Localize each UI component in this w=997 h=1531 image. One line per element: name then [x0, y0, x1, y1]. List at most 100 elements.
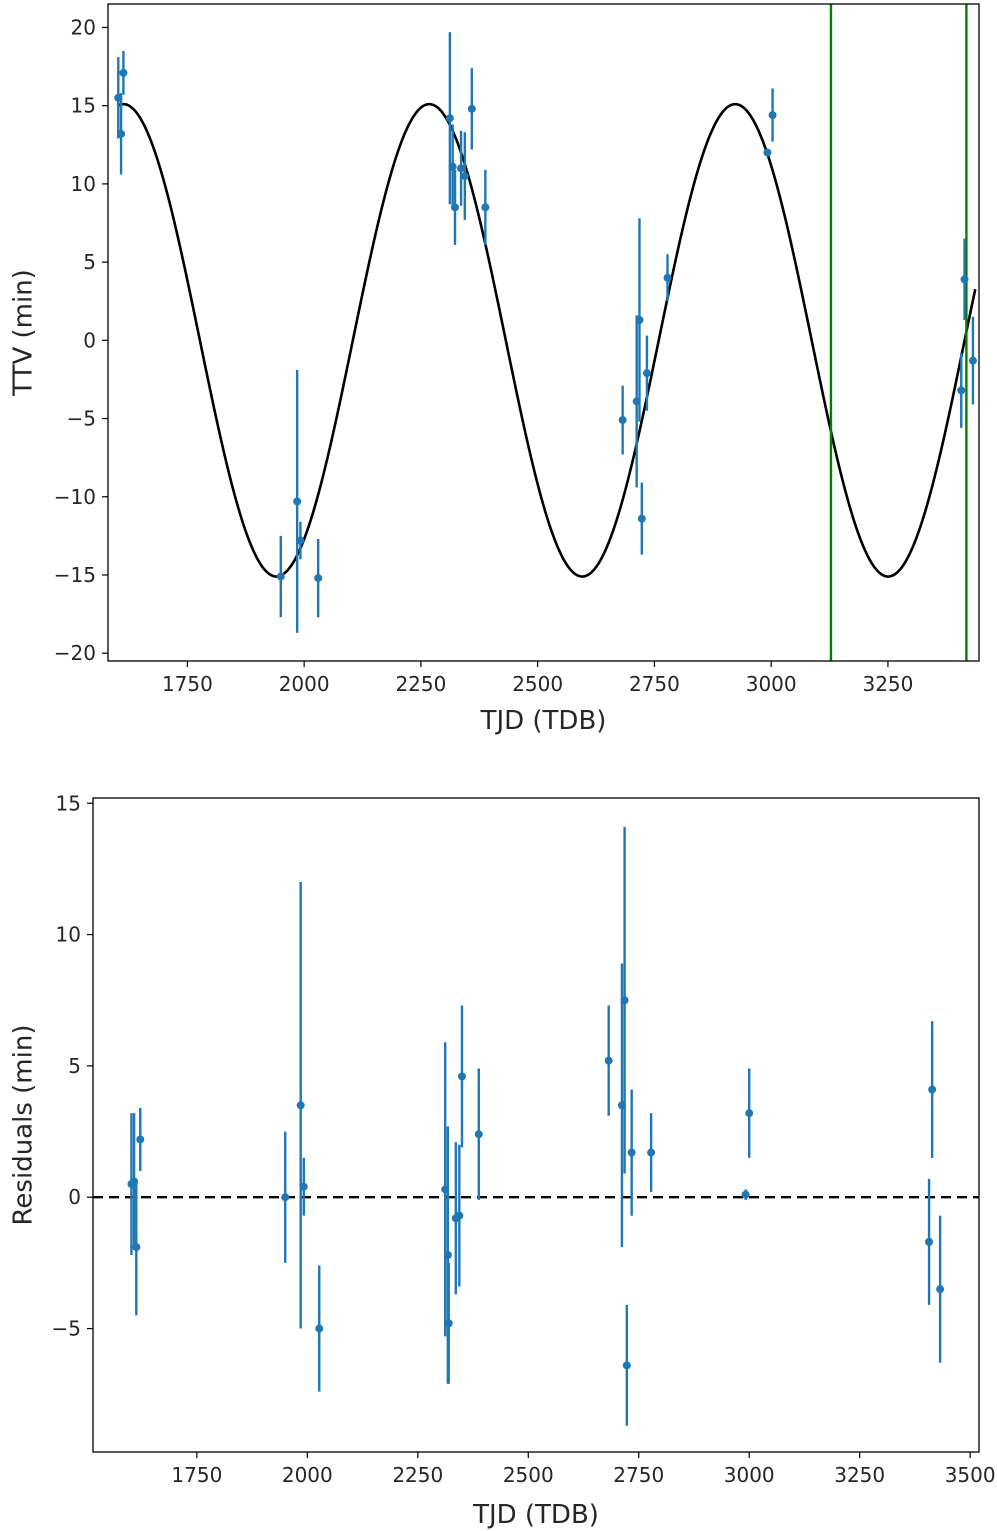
data-marker	[457, 1072, 466, 1081]
data-marker	[637, 514, 646, 523]
ttv-data-point	[445, 32, 454, 205]
data-marker	[136, 1135, 145, 1144]
data-marker	[960, 275, 969, 284]
data-marker	[132, 1243, 141, 1252]
ttv-data-point	[119, 50, 128, 95]
ttv-y-axis-label: TTV (min)	[9, 269, 39, 397]
ttv-data-point	[467, 68, 476, 150]
data-marker	[925, 1237, 934, 1246]
x-tick-label: 2750	[629, 672, 680, 696]
ttv-data-point	[296, 521, 305, 560]
data-marker	[293, 497, 302, 506]
ttv-data-point	[960, 238, 969, 320]
residuals-data-point	[928, 1021, 937, 1158]
y-tick-label: −5	[52, 1317, 81, 1341]
data-marker	[474, 1130, 483, 1139]
y-tick-label: 0	[68, 1185, 81, 1209]
ttv-data-point	[293, 370, 302, 633]
residuals-axes-frame	[92, 797, 980, 1453]
data-marker	[957, 386, 966, 395]
data-marker	[618, 416, 627, 425]
x-tick-label: 3250	[834, 1463, 885, 1487]
residuals-data-point	[315, 1265, 324, 1392]
residuals-data-point	[925, 1178, 934, 1305]
ttv-data-point	[117, 93, 126, 175]
residuals-data-point	[936, 1215, 945, 1363]
ttv-data-point	[314, 538, 323, 618]
data-marker	[119, 68, 128, 77]
data-marker	[663, 273, 672, 282]
ttv-axes-frame	[107, 3, 980, 662]
x-tick-label: 2000	[279, 672, 330, 696]
x-tick-label: 3000	[724, 1463, 775, 1487]
y-tick-label: −20	[54, 641, 96, 665]
data-marker	[460, 172, 469, 181]
residuals-data-point	[444, 1262, 453, 1384]
residuals-data-point	[741, 1189, 750, 1200]
residuals-data-point	[299, 1157, 308, 1216]
data-marker	[296, 1101, 305, 1110]
data-marker	[443, 1251, 452, 1260]
residuals-data-point	[457, 1005, 466, 1148]
data-marker	[763, 148, 772, 157]
data-marker	[741, 1190, 750, 1199]
data-marker	[968, 356, 977, 365]
x-tick-label: 1750	[171, 1463, 222, 1487]
ttv-y-ticks: −20 −15 −10 −5 0 5 10 15 20	[54, 15, 108, 665]
data-marker	[481, 203, 490, 212]
ttv-data-point	[763, 148, 772, 157]
data-marker	[276, 572, 285, 581]
ttv-data-point	[276, 535, 285, 618]
data-marker	[455, 1211, 464, 1220]
residuals-data-point	[604, 1005, 613, 1116]
y-tick-label: 15	[71, 94, 96, 118]
ttv-data-point	[450, 169, 459, 245]
ttv-data-point	[618, 385, 627, 455]
y-tick-label: −10	[54, 485, 96, 509]
residuals-data-point	[474, 1068, 483, 1200]
ttv-x-axis-label: TJD (TDB)	[480, 706, 607, 736]
data-marker	[642, 369, 651, 378]
data-marker	[457, 164, 466, 173]
x-tick-label: 2500	[503, 1463, 554, 1487]
ttv-data-point	[457, 130, 466, 206]
ttv-x-ticks: 1750 2000 2250 2500 2750 3000 3250	[162, 661, 913, 696]
ttv-data-point	[448, 124, 457, 209]
data-marker	[444, 1319, 453, 1328]
x-tick-label: 3250	[862, 672, 913, 696]
data-marker	[299, 1182, 308, 1191]
x-tick-label: 1750	[162, 672, 213, 696]
ttv-panel: −20 −15 −10 −5 0 5 10 15 20 1750 2000 2250 2500 2750…	[9, 3, 980, 736]
data-marker	[745, 1109, 754, 1118]
data-marker	[296, 536, 305, 545]
residuals-data-point	[132, 1178, 141, 1316]
residuals-x-axis-label: TJD (TDB)	[472, 1500, 599, 1530]
residuals-data-point	[620, 826, 629, 1174]
data-marker	[647, 1148, 656, 1157]
data-marker	[450, 203, 459, 212]
x-tick-label: 2500	[512, 672, 563, 696]
data-marker	[467, 104, 476, 113]
residuals-data-point	[455, 1144, 464, 1287]
ttv-data-point	[663, 254, 672, 302]
ttv-data-point	[637, 482, 646, 555]
ttv-data-point	[460, 132, 469, 220]
ttv-data-point	[481, 169, 490, 245]
residuals-data-point	[627, 1089, 636, 1216]
residuals-data-point	[281, 1131, 290, 1263]
data-marker	[314, 574, 323, 583]
residuals-y-ticks: −5 0 5 10 15	[52, 791, 93, 1341]
residuals-plot-area	[93, 826, 979, 1426]
residuals-data-point	[622, 1304, 631, 1426]
data-marker	[928, 1085, 937, 1094]
residuals-x-ticks: 1750 2000 2250 2500 2750 3000 3250 3500	[171, 1452, 996, 1487]
x-tick-label: 3000	[746, 672, 797, 696]
x-tick-label: 2000	[282, 1463, 333, 1487]
x-tick-label: 3500	[945, 1463, 996, 1487]
ttv-data-point	[635, 218, 644, 422]
data-marker	[768, 111, 777, 120]
data-marker	[448, 162, 457, 171]
ttv-data-point	[957, 352, 966, 428]
data-marker	[117, 129, 126, 138]
